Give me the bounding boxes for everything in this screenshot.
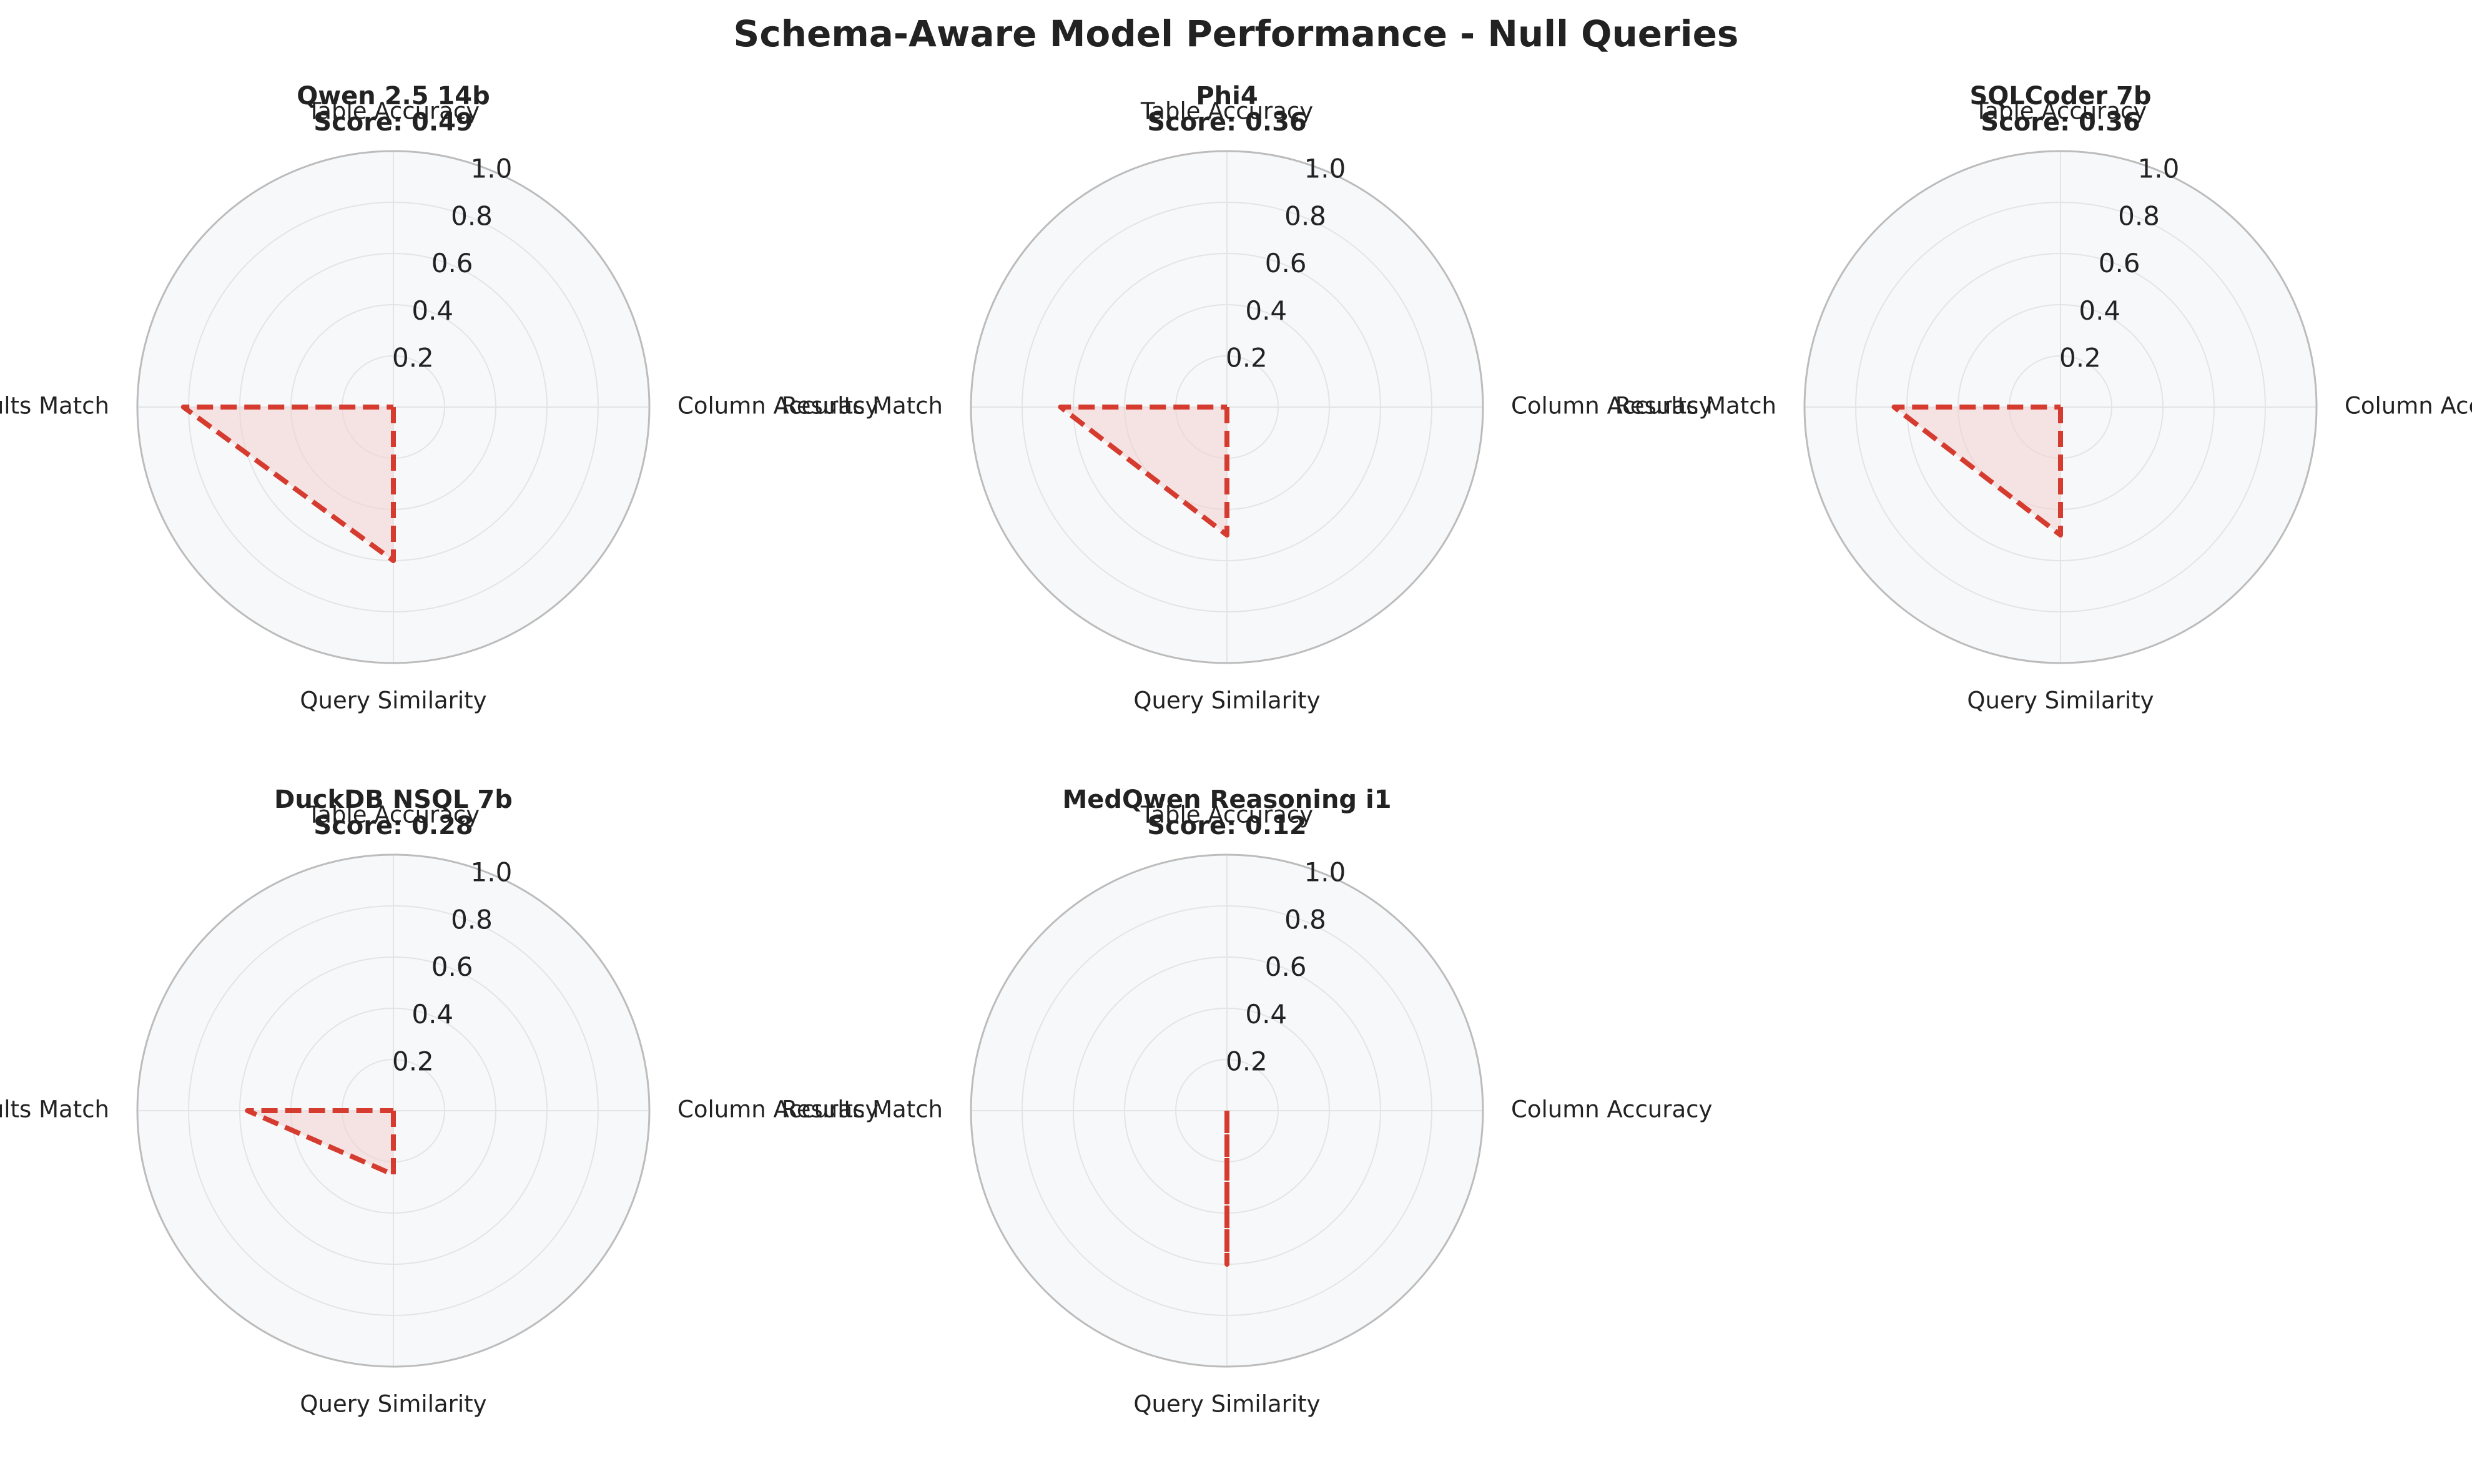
outer-frame — [970, 853, 1484, 1368]
axis-label: Results Match — [782, 1096, 943, 1123]
radar-panel-medqwen: MedQwen Reasoning i1 Score: 0.12 0.2 0.4 0… — [782, 785, 1713, 1484]
panel-title-model: Qwen 2.5 14b — [297, 82, 490, 111]
outer-frame — [1803, 150, 2318, 664]
r-tick-label: 0.6 — [1265, 951, 1307, 982]
radar-panel-duckdb: DuckDB NSQL 7b Score: 0.28 0.2 0.4 0.6 0.8 1… — [0, 785, 879, 1484]
axis-label: Column Accuracy — [2345, 393, 2472, 420]
axis-label: Results Match — [0, 1096, 109, 1123]
r-tick-label: 0.2 — [392, 1046, 434, 1077]
panel-title-score: Score: 0.49 — [313, 108, 473, 137]
r-tick-label: 1.0 — [471, 154, 513, 184]
axis-label: Table Accuracy — [307, 802, 480, 828]
data-line — [180, 405, 396, 563]
radar-chart: 0.2 0.4 0.6 0.8 1.0 Table Accuracy Column Accu… — [0, 98, 879, 714]
panel-title-score: Score: 0.28 — [313, 812, 473, 840]
radar-chart: 0.2 0.4 0.6 0.8 1.0 Table Accuracy Column Accu… — [782, 98, 1713, 714]
r-tick-label: 0.2 — [1226, 343, 1268, 373]
data-line — [245, 1108, 396, 1177]
axis-label: Column Accuracy — [1511, 1096, 1712, 1123]
r-tick-label: 1.0 — [1304, 154, 1346, 184]
radar-chart: 0.2 0.4 0.6 0.8 1.0 Table Accuracy Column Accu… — [782, 802, 1713, 1418]
r-tick-label: 0.4 — [1245, 295, 1287, 326]
figure-title: Schema-Aware Model Performance - Null Qu… — [733, 12, 1739, 55]
panel-title-score: Score: 0.36 — [1981, 108, 2140, 137]
r-tick-label: 0.2 — [392, 343, 434, 373]
panel-title-model: SQLCoder 7b — [1969, 82, 2152, 111]
radar-panel-sqlcoder: SQLCoder 7b Score: 0.36 0.2 0.4 0.6 0.8 1.0 T… — [1615, 81, 2472, 780]
r-tick-label: 0.8 — [451, 200, 493, 231]
axis-label: Results Match — [1615, 393, 1776, 420]
axis-label: Table Accuracy — [1974, 98, 2147, 125]
panel-title-model: Phi4 — [1196, 82, 1258, 111]
r-tick-label: 0.6 — [431, 951, 473, 982]
outer-frame — [136, 853, 651, 1368]
axis-label: Query Similarity — [1133, 687, 1320, 714]
r-tick-label: 0.8 — [1284, 200, 1326, 231]
axis-label: Column Accuracy — [1511, 393, 1712, 420]
axis-label: Query Similarity — [1967, 687, 2154, 714]
outer-frame — [136, 150, 651, 664]
r-tick-label: 1.0 — [471, 857, 513, 888]
axis-label: Results Match — [782, 393, 943, 420]
r-tick-label: 0.2 — [2059, 343, 2101, 373]
r-tick-label: 0.2 — [1226, 1046, 1268, 1077]
radar-panel-qwen: Qwen 2.5 14b Score: 0.49 0.2 0.4 0.6 0.8 1.0… — [0, 81, 879, 780]
r-tick-label: 0.4 — [411, 295, 453, 326]
r-tick-label: 1.0 — [2138, 154, 2180, 184]
axis-label: Results Match — [0, 393, 109, 420]
axis-label: Query Similarity — [1133, 1391, 1320, 1418]
radar-chart: 0.2 0.4 0.6 0.8 1.0 Table Accuracy Column Accu… — [0, 802, 879, 1418]
r-tick-label: 0.4 — [1245, 999, 1287, 1029]
r-tick-label: 0.6 — [431, 248, 473, 278]
axis-label: Column Accuracy — [677, 1096, 879, 1123]
r-tick-label: 0.8 — [451, 904, 493, 935]
axis-label: Query Similarity — [300, 687, 486, 714]
r-tick-label: 0.6 — [1265, 248, 1307, 278]
panel-title-score: Score: 0.12 — [1147, 812, 1307, 840]
r-tick-label: 1.0 — [1304, 857, 1346, 888]
axis-label: Table Accuracy — [1140, 802, 1313, 828]
radar-chart: 0.2 0.4 0.6 0.8 1.0 Table Accuracy Column Accu… — [1615, 98, 2472, 714]
panel-title-model: DuckDB NSQL 7b — [274, 785, 513, 814]
panel-title-score: Score: 0.36 — [1147, 108, 1307, 137]
r-tick-label: 0.8 — [1284, 904, 1326, 935]
axis-label: Column Accuracy — [677, 393, 879, 420]
r-tick-label: 0.8 — [2118, 200, 2160, 231]
outer-frame — [970, 150, 1484, 664]
axis-label: Table Accuracy — [1140, 98, 1313, 125]
panel-title-model: MedQwen Reasoning i1 — [1062, 785, 1392, 814]
radar-panel-phi4: Phi4 Score: 0.36 0.2 0.4 0.6 0.8 1.0 Table Ac… — [782, 81, 1713, 780]
r-tick-label: 0.4 — [2079, 295, 2120, 326]
axis-label: Table Accuracy — [307, 98, 480, 125]
axis-label: Query Similarity — [300, 1391, 486, 1418]
r-tick-label: 0.4 — [411, 999, 453, 1029]
r-tick-label: 0.6 — [2099, 248, 2140, 278]
